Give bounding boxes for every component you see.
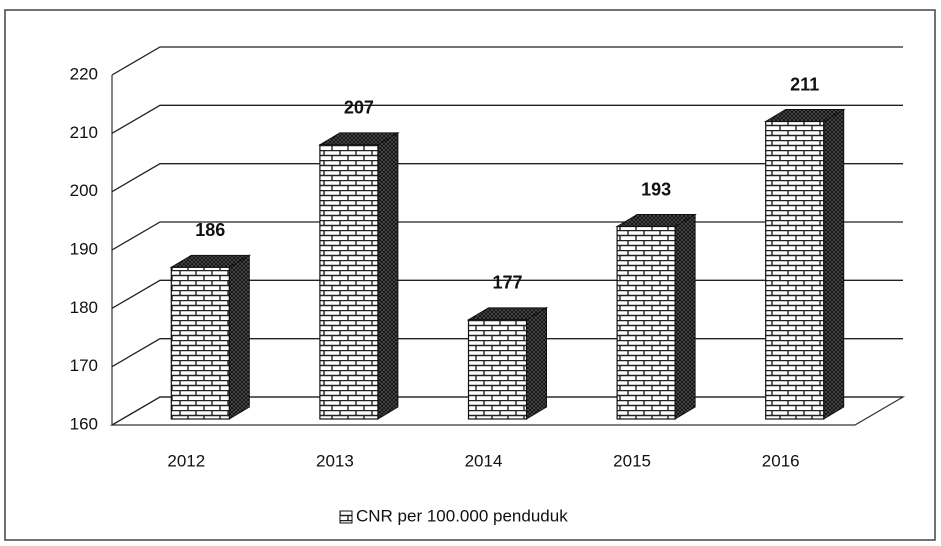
grid-line xyxy=(111,163,903,193)
x-tick-label: 2016 xyxy=(762,451,800,470)
y-tick-label: 200 xyxy=(70,181,98,200)
bar xyxy=(763,108,846,420)
data-label: 186 xyxy=(195,220,225,240)
data-label: 207 xyxy=(344,98,374,118)
bar-side xyxy=(377,131,399,420)
bar-front xyxy=(765,120,825,420)
bar-front xyxy=(170,266,230,420)
y-tick-label: 210 xyxy=(70,123,98,142)
data-label: 211 xyxy=(790,74,819,94)
bar xyxy=(318,131,400,420)
grid-line xyxy=(111,46,903,76)
y-tick-label: 160 xyxy=(70,414,98,433)
bar xyxy=(466,306,549,420)
bar xyxy=(169,254,252,420)
bar-front xyxy=(467,319,528,420)
bar-front xyxy=(319,144,379,420)
x-tick-label: 2015 xyxy=(613,451,651,470)
bar-side xyxy=(823,108,845,420)
bar-side xyxy=(228,254,250,420)
y-tick-label: 170 xyxy=(70,356,98,375)
x-tick-label: 2014 xyxy=(465,451,503,470)
bar xyxy=(615,213,697,420)
x-tick-label: 2013 xyxy=(316,451,354,470)
y-tick-label: 190 xyxy=(70,239,98,258)
bar-side xyxy=(674,213,696,420)
data-label: 177 xyxy=(492,273,522,293)
data-label: 193 xyxy=(641,179,671,199)
bar-side xyxy=(526,306,547,420)
legend-swatch xyxy=(339,510,353,524)
y-tick-label: 220 xyxy=(70,64,98,83)
x-tick-label: 2012 xyxy=(167,451,205,470)
y-tick-label: 180 xyxy=(70,298,98,317)
legend-label: CNR per 100.000 penduduk xyxy=(356,506,568,525)
grid-line xyxy=(111,104,903,134)
bar-front xyxy=(616,225,676,420)
